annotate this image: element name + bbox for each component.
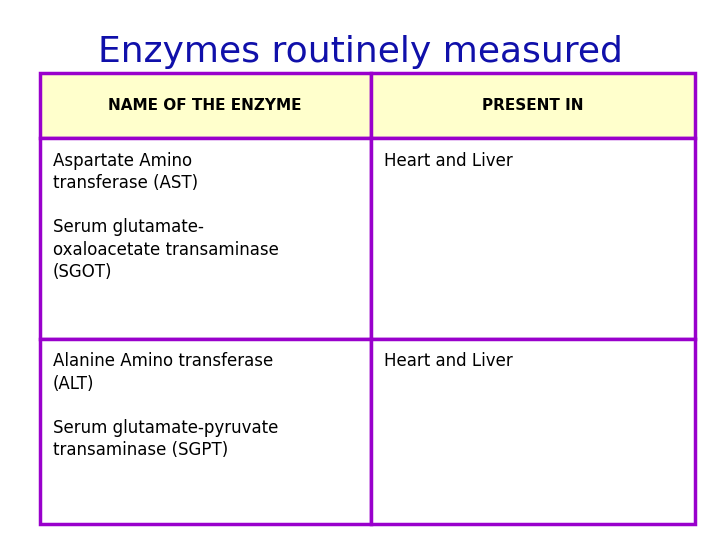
FancyBboxPatch shape xyxy=(40,138,371,339)
FancyBboxPatch shape xyxy=(40,73,371,138)
FancyBboxPatch shape xyxy=(40,339,371,524)
FancyBboxPatch shape xyxy=(371,138,695,339)
Text: Alanine Amino transferase
(ALT)

Serum glutamate-pyruvate
transaminase (SGPT): Alanine Amino transferase (ALT) Serum gl… xyxy=(53,353,278,459)
Text: Heart and Liver: Heart and Liver xyxy=(384,152,513,170)
Text: Heart and Liver: Heart and Liver xyxy=(384,353,513,370)
Text: NAME OF THE ENZYME: NAME OF THE ENZYME xyxy=(109,98,302,113)
Text: Aspartate Amino
transferase (AST)

Serum glutamate-
oxaloacetate transaminase
(S: Aspartate Amino transferase (AST) Serum … xyxy=(53,152,279,281)
Text: PRESENT IN: PRESENT IN xyxy=(482,98,583,113)
Text: Enzymes routinely measured: Enzymes routinely measured xyxy=(98,35,622,69)
FancyBboxPatch shape xyxy=(371,339,695,524)
FancyBboxPatch shape xyxy=(371,73,695,138)
